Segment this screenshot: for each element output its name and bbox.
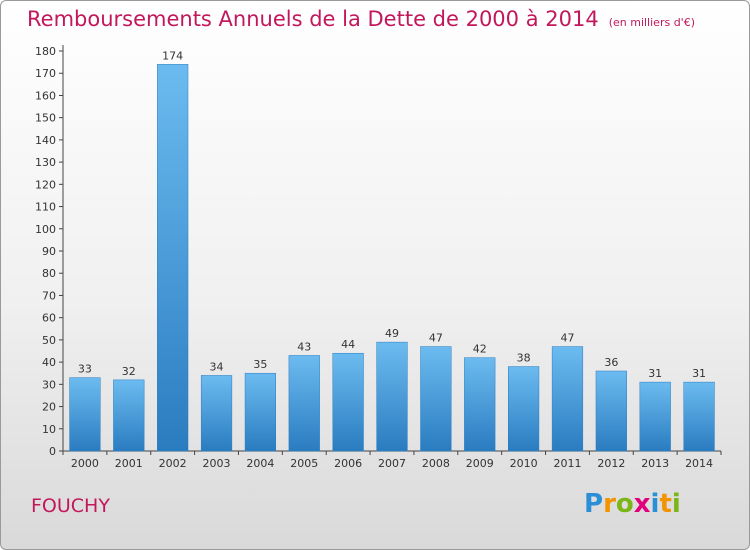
y-tick-label: 110 xyxy=(35,201,56,214)
x-tick-label: 2006 xyxy=(334,457,362,470)
bar-value-label: 31 xyxy=(692,367,706,380)
chart-title: Remboursements Annuels de la Dette de 20… xyxy=(27,7,695,31)
y-tick-label: 170 xyxy=(35,67,56,80)
bar-value-label: 47 xyxy=(429,332,443,345)
y-tick-label: 80 xyxy=(42,267,56,280)
y-tick-label: 70 xyxy=(42,289,56,302)
bar-value-label: 31 xyxy=(648,367,662,380)
bar-value-label: 49 xyxy=(385,327,399,340)
logo-letter: t xyxy=(659,489,672,519)
y-tick-label: 10 xyxy=(42,423,56,436)
bar-value-label: 34 xyxy=(210,360,224,373)
logo-letter: i xyxy=(650,489,660,519)
y-tick-label: 180 xyxy=(35,45,56,58)
bar xyxy=(639,381,671,452)
bar-value-label: 47 xyxy=(560,332,574,345)
y-tick-label: 60 xyxy=(42,312,56,325)
bar-value-label: 44 xyxy=(341,338,355,351)
bar-value-label: 36 xyxy=(604,356,618,369)
x-tick-label: 2009 xyxy=(466,457,494,470)
y-tick-label: 140 xyxy=(35,134,56,147)
logo-letter: r xyxy=(603,489,616,519)
bar-value-label: 43 xyxy=(297,340,311,353)
bar-value-label: 35 xyxy=(253,358,267,371)
logo-letter: i xyxy=(671,489,681,519)
x-tick-label: 2001 xyxy=(115,457,143,470)
y-tick-label: 20 xyxy=(42,401,56,414)
y-tick-label: 160 xyxy=(35,89,56,102)
x-tick-label: 2012 xyxy=(597,457,625,470)
logo-letter: P xyxy=(584,489,604,519)
bar-value-label: 32 xyxy=(122,365,136,378)
x-tick-label: 2005 xyxy=(290,457,318,470)
x-tick-label: 2014 xyxy=(685,457,713,470)
bar-value-label: 174 xyxy=(162,49,183,62)
y-tick-label: 0 xyxy=(49,445,56,458)
logo-letter: x xyxy=(633,489,651,519)
bar xyxy=(288,355,320,452)
bar xyxy=(376,341,408,452)
bar xyxy=(595,370,627,452)
bar-value-label: 33 xyxy=(78,363,92,376)
bar xyxy=(200,375,233,452)
y-tick-label: 150 xyxy=(35,112,56,125)
bar xyxy=(464,357,496,452)
bar-value-label: 42 xyxy=(473,343,487,356)
y-tick-label: 40 xyxy=(42,356,56,369)
x-tick-label: 2013 xyxy=(641,457,669,470)
y-tick-label: 50 xyxy=(42,334,56,347)
x-tick-label: 2004 xyxy=(246,457,274,470)
y-tick-label: 90 xyxy=(42,245,56,258)
bar xyxy=(244,372,277,452)
bar xyxy=(69,377,101,452)
x-tick-label: 2000 xyxy=(71,457,99,470)
y-tick-label: 130 xyxy=(35,156,56,169)
bar xyxy=(332,352,364,452)
x-tick-label: 2011 xyxy=(553,457,581,470)
y-tick-label: 30 xyxy=(42,378,56,391)
x-tick-label: 2007 xyxy=(378,457,406,470)
x-tick-label: 2003 xyxy=(203,457,231,470)
commune-name: FOUCHY xyxy=(31,495,110,517)
y-tick-label: 120 xyxy=(35,178,56,191)
bar xyxy=(420,346,452,452)
logo-letter: o xyxy=(615,489,634,519)
unit-text: (en milliers d'€) xyxy=(608,16,695,29)
bar xyxy=(157,64,189,452)
bar xyxy=(507,366,540,452)
bar-value-label: 38 xyxy=(517,352,531,365)
x-tick-label: 2002 xyxy=(159,457,187,470)
bar xyxy=(113,379,145,452)
bar xyxy=(683,381,715,452)
y-tick-label: 100 xyxy=(35,223,56,236)
x-tick-label: 2010 xyxy=(510,457,538,470)
title-text: Remboursements Annuels de la Dette de 20… xyxy=(27,7,599,31)
x-tick-label: 2008 xyxy=(422,457,450,470)
bar xyxy=(551,346,584,452)
proxiti-logo: Proxiti xyxy=(584,489,681,519)
